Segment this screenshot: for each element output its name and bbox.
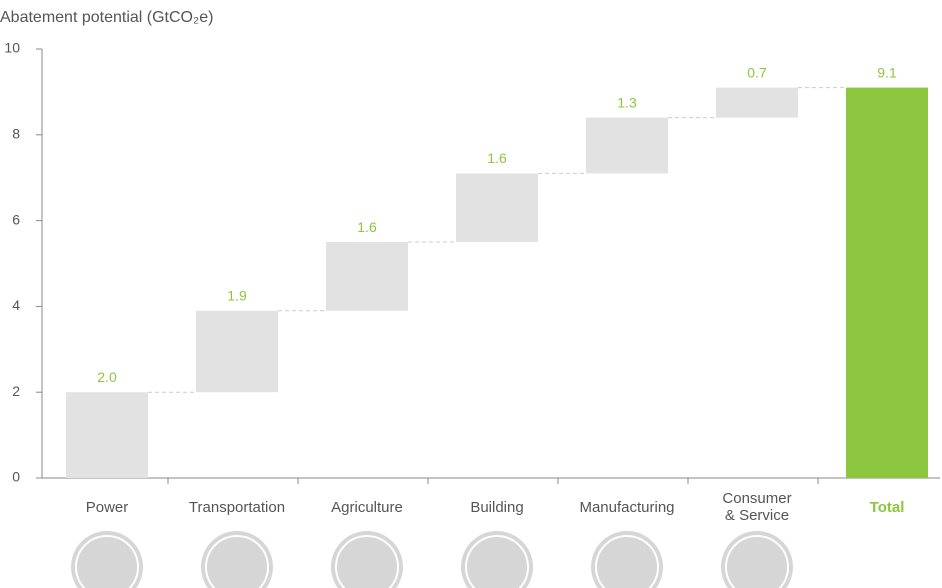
icon [71,531,143,588]
value-label: 0.7 [747,64,767,80]
value-label: 1.9 [227,287,247,303]
value-label: 9.1 [877,64,897,80]
icon [591,531,663,588]
icon [721,531,793,588]
x-tick-label: Total [869,498,905,516]
value-label: 2.0 [97,369,117,385]
x-tick-label: Building [470,498,524,516]
value-label: 1.3 [617,94,637,110]
x-tick-label: Transportation [188,498,286,516]
value-label: 1.6 [357,219,377,235]
icon-ring [335,535,399,588]
chart-title: Abatement potential (GtCO₂e) [0,9,213,26]
bar [66,392,148,478]
x-tick-label: Power [85,498,129,516]
y-tick-label: 6 [12,211,20,227]
icon-ring [725,535,789,588]
y-tick-label: 2 [12,383,20,399]
icon [331,531,403,588]
icon-ring [75,535,139,588]
y-tick-label: 4 [12,297,20,313]
icon-ring [595,535,659,588]
icon [461,531,533,588]
bar [326,242,408,311]
y-tick-label: 0 [12,469,20,485]
y-tick-label: 8 [12,126,20,142]
y-tick-label: 10 [4,40,20,56]
value-label: 1.6 [487,150,507,166]
x-tick-label: Agriculture [331,498,403,516]
bar [196,310,278,393]
bar [846,87,928,479]
icon-ring [465,535,529,588]
x-tick-label: Manufacturing [579,498,675,516]
bar [586,117,668,174]
x-tick-label: Consumer & Service [722,490,792,524]
icon [201,531,273,588]
bar [456,173,538,243]
bar [716,87,798,118]
icon-ring [205,535,269,588]
